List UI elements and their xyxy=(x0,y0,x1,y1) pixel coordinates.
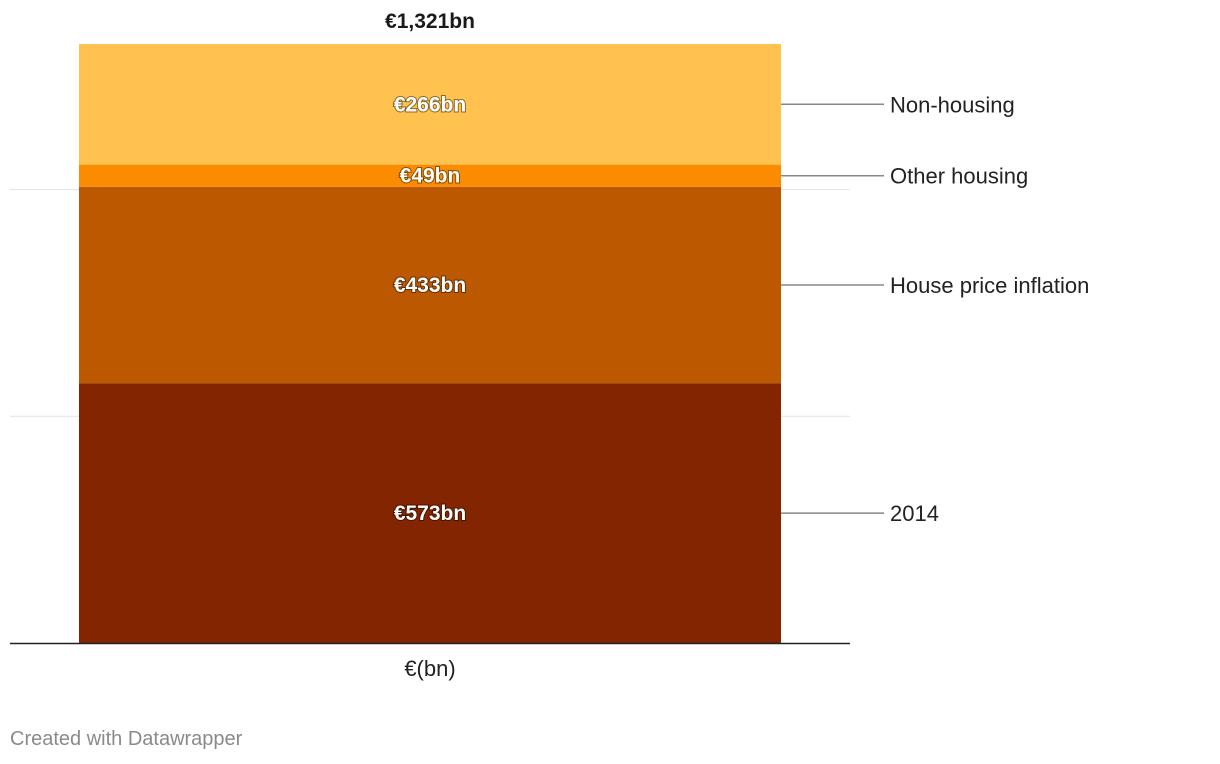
legend-label-3: Non-housing xyxy=(890,92,1015,117)
bar-segment-label-1: €433bn xyxy=(394,274,466,297)
legend-label-2: Other housing xyxy=(890,164,1028,189)
legend-label-1: House price inflation xyxy=(890,273,1089,298)
bar-segment-label-0: €573bn xyxy=(394,502,466,525)
bar-segment-1 xyxy=(79,186,781,384)
bar-segment-3 xyxy=(79,44,781,165)
footer-credit: Created with Datawrapper xyxy=(10,728,243,750)
legend-label-0: 2014 xyxy=(890,501,939,526)
total-label: €1,321bn xyxy=(385,10,475,33)
bar-segment-label-2: €49bn xyxy=(400,165,461,188)
bar-segment-label-3: €266bn xyxy=(394,93,466,116)
bar-segment-0 xyxy=(79,383,781,643)
bar-segment-2 xyxy=(79,164,781,187)
x-axis-category-label: €(bn) xyxy=(404,656,455,681)
